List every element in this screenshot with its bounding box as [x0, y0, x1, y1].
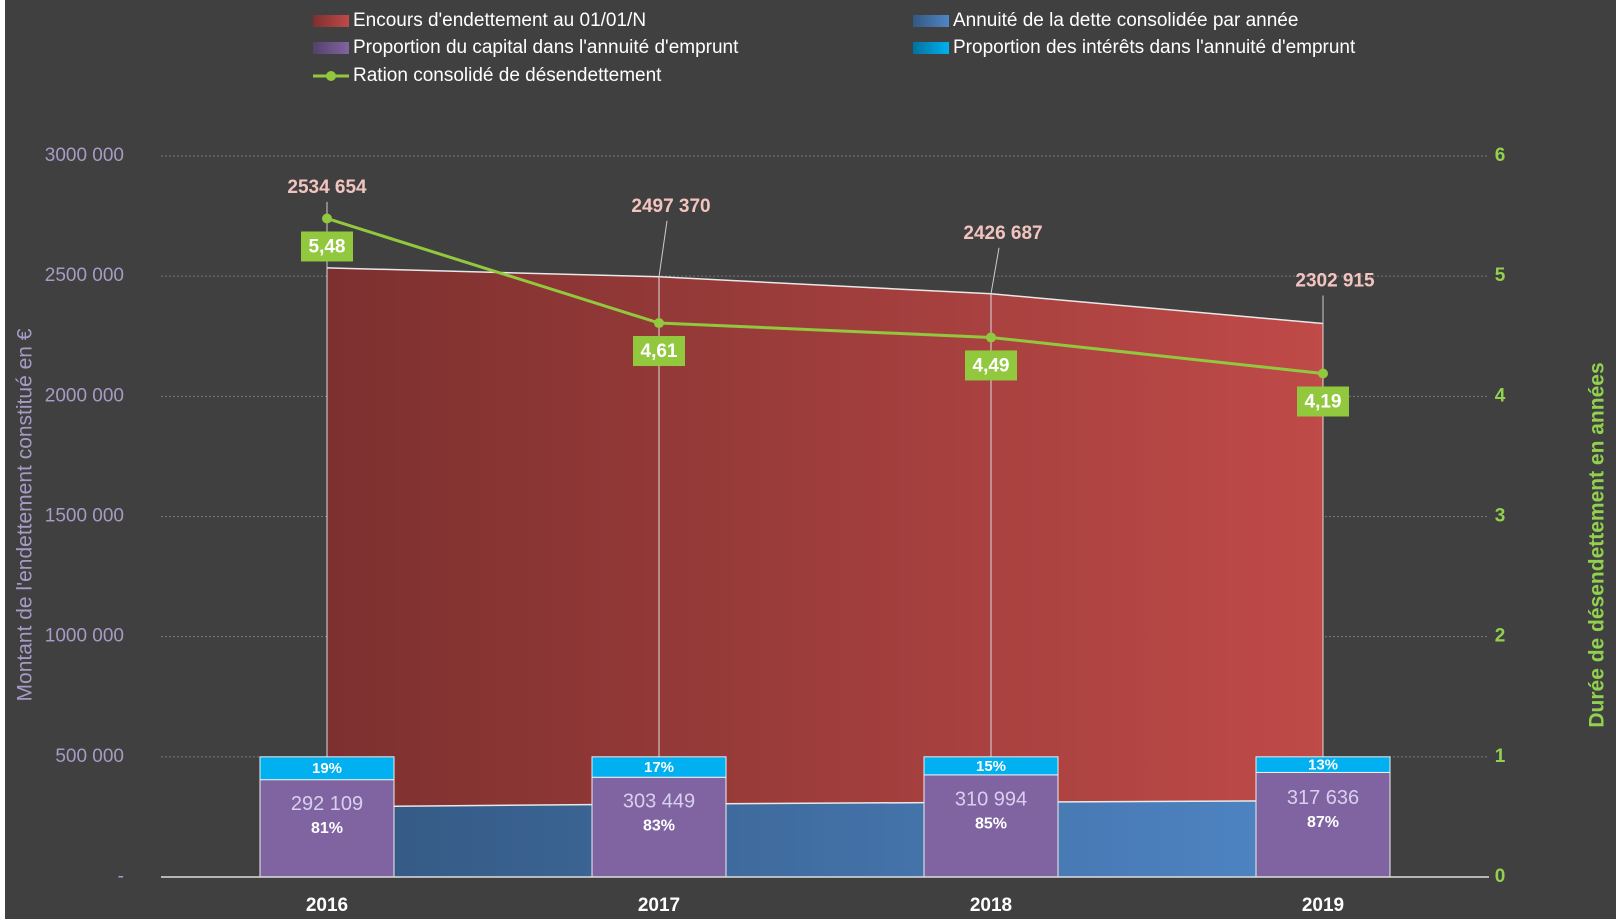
leader-line [990, 247, 1000, 294]
y2-tick-label: 4 [1495, 385, 1506, 406]
y-tick-label: 1500 000 [45, 506, 124, 527]
x-tick-label: 2019 [1302, 895, 1344, 916]
bar [1255, 756, 1391, 773]
data-label-box [1297, 386, 1349, 417]
legend-swatch-shade [313, 42, 349, 54]
data-label: 310 994 [955, 789, 1027, 811]
data-label: 4,19 [1305, 392, 1342, 413]
data-label: 4,61 [641, 341, 678, 362]
bar [591, 756, 727, 778]
data-label: 2497 370 [631, 196, 710, 217]
data-label: 87% [1307, 814, 1339, 831]
legend-swatch-shade [913, 15, 949, 27]
data-label: 317 636 [1287, 787, 1359, 809]
data-label: 303 449 [623, 790, 695, 812]
y2-tick-label: 2 [1495, 626, 1506, 647]
legend-label: Proportion du capital dans l'annuité d'e… [353, 37, 739, 58]
x-tick-label: 2018 [970, 895, 1012, 916]
line-marker [986, 332, 996, 343]
y-axis-title: Montant de l'endettement constitué en € [14, 328, 37, 701]
legend-swatch-shade [913, 42, 949, 54]
bar [591, 776, 727, 878]
y2-tick-label: 5 [1495, 265, 1506, 286]
y2-tick-label: 3 [1495, 506, 1506, 527]
y2-tick-label: 0 [1495, 866, 1506, 887]
data-label: 13% [1308, 757, 1338, 774]
data-label: 83% [643, 817, 675, 834]
y-tick-label: - [118, 866, 124, 887]
y-tick-label: 2000 000 [45, 385, 124, 406]
x-tick-label: 2017 [638, 895, 680, 916]
y-tick-label: 2500 000 [45, 265, 124, 286]
legend-swatch-shade [313, 15, 349, 27]
data-label-box [633, 336, 685, 367]
area-shade [327, 267, 1323, 878]
legend-label: Ration consolidé de désendettement [353, 65, 662, 86]
data-label: 5,48 [309, 237, 346, 258]
y2-axis-title: Durée de désendettement en années [1586, 362, 1609, 727]
line-marker [322, 213, 332, 224]
data-label-box [965, 350, 1017, 381]
bar [259, 756, 395, 781]
data-label-box [301, 231, 353, 262]
y2-tick-label: 6 [1495, 145, 1506, 166]
data-label: 81% [311, 820, 343, 837]
legend-label: Encours d'endettement au 01/01/N [353, 10, 646, 31]
data-label: 2302 915 [1295, 271, 1375, 292]
y-tick-label: 500 000 [55, 746, 124, 767]
area-edge [326, 799, 1324, 808]
data-label: 292 109 [291, 793, 363, 815]
line-marker [654, 318, 664, 329]
bar [923, 756, 1059, 776]
leader-line [658, 220, 668, 277]
line-marker [1318, 368, 1328, 379]
data-label: 4,49 [973, 355, 1010, 376]
data-label: 19% [312, 760, 342, 777]
x-tick-label: 2016 [306, 895, 348, 916]
y-tick-label: 1000 000 [45, 626, 124, 647]
y2-tick-label: 1 [1495, 746, 1506, 767]
legend-swatch [326, 71, 336, 81]
data-label: 2534 654 [287, 177, 367, 198]
data-label: 15% [976, 758, 1006, 775]
data-label: 85% [975, 815, 1007, 832]
line [326, 217, 1324, 375]
bar [259, 779, 395, 878]
left-edge [0, 0, 5, 919]
data-label: 17% [644, 759, 674, 776]
y-tick-label: 3000 000 [45, 145, 124, 166]
data-label: 2426 687 [963, 223, 1042, 244]
bar [1255, 771, 1391, 878]
area-shade [327, 800, 1323, 877]
legend-label: Annuité de la dette consolidée par année [953, 10, 1298, 31]
legend-label: Proportion des intérêts dans l'annuité d… [953, 37, 1356, 58]
